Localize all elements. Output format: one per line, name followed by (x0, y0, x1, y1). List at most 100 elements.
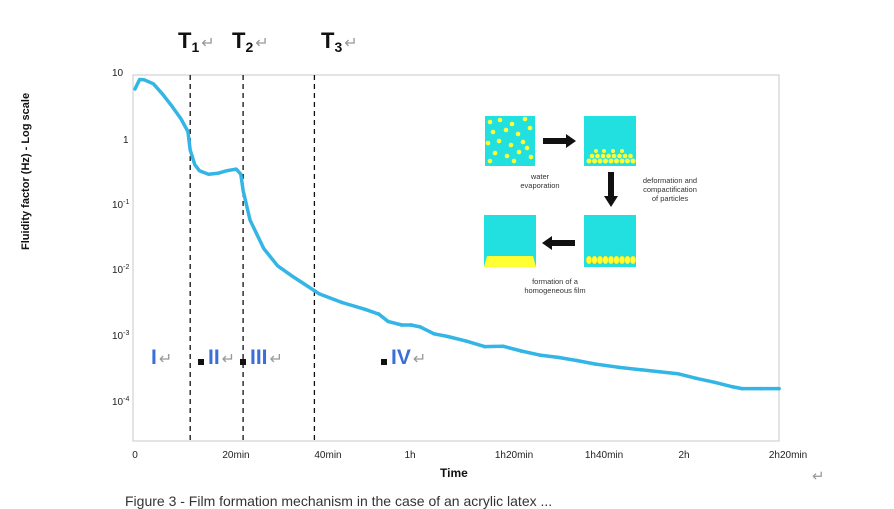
data-point (409, 323, 413, 327)
y-tick-label: 10-3 (112, 329, 130, 343)
particle (624, 255, 631, 265)
particle (487, 119, 493, 125)
arrow-right-icon (543, 134, 576, 148)
y-tick-label: 10 (112, 68, 124, 80)
x-tick-label: 2h20min (768, 450, 808, 461)
data-point (446, 334, 450, 339)
inset-box-settled (584, 116, 636, 166)
data-point (777, 386, 781, 391)
data-point (574, 358, 579, 363)
figure-caption: Figure 3 - Film formation mechanism in t… (125, 493, 553, 509)
particle (625, 158, 630, 164)
data-point (740, 386, 744, 391)
data-point (657, 369, 662, 374)
inset-diagram (475, 108, 707, 298)
data-point (639, 368, 643, 372)
data-point (616, 365, 620, 369)
plot-frame (132, 74, 780, 442)
t2-label: T2 ↵ (232, 28, 269, 55)
phase-iii-bullet (240, 359, 246, 365)
particle (628, 153, 633, 159)
particle (614, 158, 619, 164)
series-group (133, 77, 781, 391)
particle (617, 153, 622, 159)
data-point (731, 385, 735, 389)
particle (524, 145, 530, 151)
particle (496, 138, 502, 144)
data-point (464, 339, 469, 343)
t3-label: T3 ↵ (321, 28, 358, 55)
particle (522, 116, 528, 122)
y-tick-label: 10-4 (112, 395, 130, 409)
phase-iv-bullet (381, 359, 387, 365)
particle (508, 142, 514, 148)
particle (528, 154, 534, 160)
particle (516, 149, 522, 155)
particle (603, 158, 608, 164)
inset-caption-film: formation of a homogeneous film (524, 277, 586, 295)
return-mark: ↵ (812, 468, 825, 485)
x-tick-label: 1h20min (494, 450, 534, 461)
particle (606, 153, 611, 159)
particle (487, 158, 493, 164)
data-point (593, 362, 597, 366)
inset-caption-deformation: deformation and compactification of part… (642, 176, 698, 203)
arrow-left-icon (542, 236, 575, 250)
data-point (538, 353, 542, 357)
particle (490, 129, 496, 135)
data-point (432, 331, 436, 336)
particle (611, 153, 617, 159)
particle (492, 150, 498, 156)
particle (613, 255, 620, 265)
particle (485, 140, 491, 146)
data-point (556, 355, 560, 360)
data-point (676, 371, 680, 376)
particle (595, 153, 600, 159)
phase-iii-label: III ↵ (240, 346, 283, 370)
x-tick-label: 1h40min (584, 450, 624, 461)
particle (515, 131, 521, 137)
particle (503, 127, 509, 133)
data-point (758, 386, 763, 391)
particle (620, 149, 624, 153)
particle (630, 158, 636, 164)
particle (504, 153, 510, 159)
data-point (712, 380, 717, 385)
particle (589, 153, 595, 159)
x-axis-label: Time (440, 466, 468, 480)
data-point (501, 344, 505, 349)
vertical-lines (189, 75, 316, 441)
arrow-down-icon (604, 172, 618, 207)
data-point (386, 319, 390, 324)
data-point (363, 307, 367, 312)
phase-ii-bullet (198, 359, 204, 365)
particle (600, 153, 606, 159)
particle (608, 158, 614, 164)
x-tick-label: 20min (222, 450, 250, 461)
x-tick-label: 1h (404, 450, 416, 461)
particle (585, 255, 593, 265)
x-tick-label: 2h (678, 450, 690, 461)
particle (594, 149, 598, 153)
particle (527, 125, 533, 131)
particle (611, 149, 615, 153)
particle (592, 158, 597, 164)
particle (497, 117, 503, 123)
particle (520, 139, 526, 145)
data-point (377, 312, 381, 316)
particle (591, 255, 598, 265)
data-point (482, 344, 487, 349)
particle (602, 149, 606, 153)
data-point (418, 325, 423, 329)
phase-iv-label: IV ↵ (381, 346, 426, 370)
data-point (519, 349, 524, 353)
phase-ii-label: II ↵ (198, 346, 235, 370)
x-tick-label: 40min (314, 450, 342, 461)
phase-i-label: I ↵ (151, 346, 173, 369)
data-point (694, 376, 698, 381)
particle (586, 158, 592, 164)
inset-caption-evaporation: water evaporation (520, 172, 560, 190)
particle (511, 158, 517, 164)
y-axis-label: Fluidity factor (Hz) - Log scale (20, 92, 32, 250)
